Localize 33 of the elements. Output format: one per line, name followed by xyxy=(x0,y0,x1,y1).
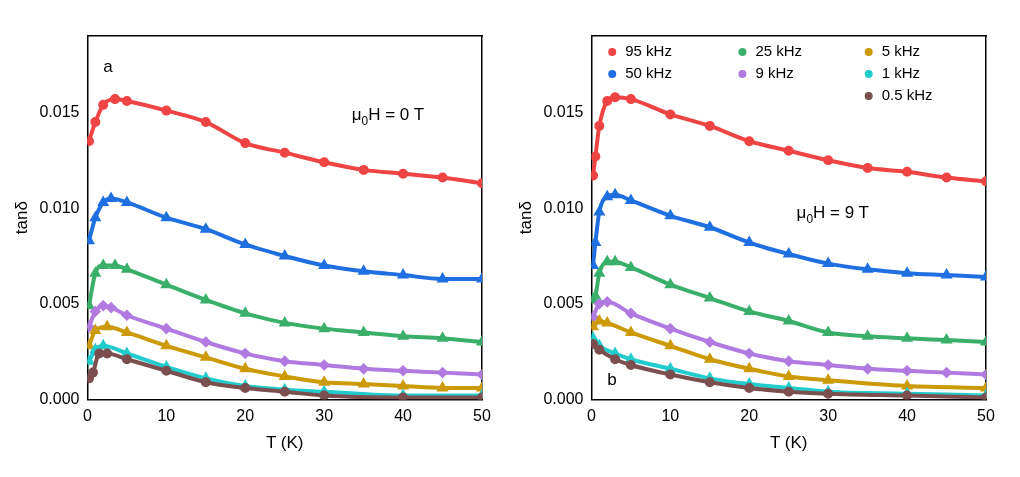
x-tick-label: 30 xyxy=(315,407,334,425)
annotation: b xyxy=(607,369,617,389)
x-tick-label: 40 xyxy=(394,407,413,425)
legend-label: 25 kHz xyxy=(755,42,803,60)
x-tick-label: 50 xyxy=(977,407,995,425)
x-tick-label: 0 xyxy=(82,407,92,425)
legend-label: 5 kHz xyxy=(881,42,921,60)
legend-label: 95 kHz xyxy=(625,42,672,60)
y-tick-label: 0.000 xyxy=(543,389,584,407)
x-tick-label: 20 xyxy=(236,407,255,425)
legend-label: 9 kHz xyxy=(755,64,794,82)
x-tick-label: 50 xyxy=(473,407,491,425)
x-tick-label: 10 xyxy=(157,407,176,425)
annotation: a xyxy=(103,57,114,77)
x-axis-title: T (K) xyxy=(769,433,808,453)
x-tick-label: 0 xyxy=(586,407,596,425)
y-tick-label: 0.000 xyxy=(39,389,80,407)
legend-label: 50 kHz xyxy=(625,64,672,82)
x-axis-title: T (K) xyxy=(265,433,304,453)
y-tick-label: 0.005 xyxy=(39,294,80,312)
y-axis-title: tanδ xyxy=(515,201,535,235)
x-tick-label: 30 xyxy=(819,407,838,425)
x-tick-label: 40 xyxy=(898,407,917,425)
y-tick-label: 0.005 xyxy=(543,294,584,312)
y-tick-label: 0.015 xyxy=(543,102,584,120)
y-axis-title: tanδ xyxy=(11,201,31,235)
legend-label: 1 kHz xyxy=(881,64,921,82)
y-tick-label: 0.010 xyxy=(543,198,584,216)
y-tick-label: 0.010 xyxy=(39,198,80,216)
x-tick-label: 10 xyxy=(661,407,680,425)
x-tick-label: 20 xyxy=(740,407,759,425)
y-tick-label: 0.015 xyxy=(39,102,80,120)
legend-label: 0.5 kHz xyxy=(881,86,933,104)
